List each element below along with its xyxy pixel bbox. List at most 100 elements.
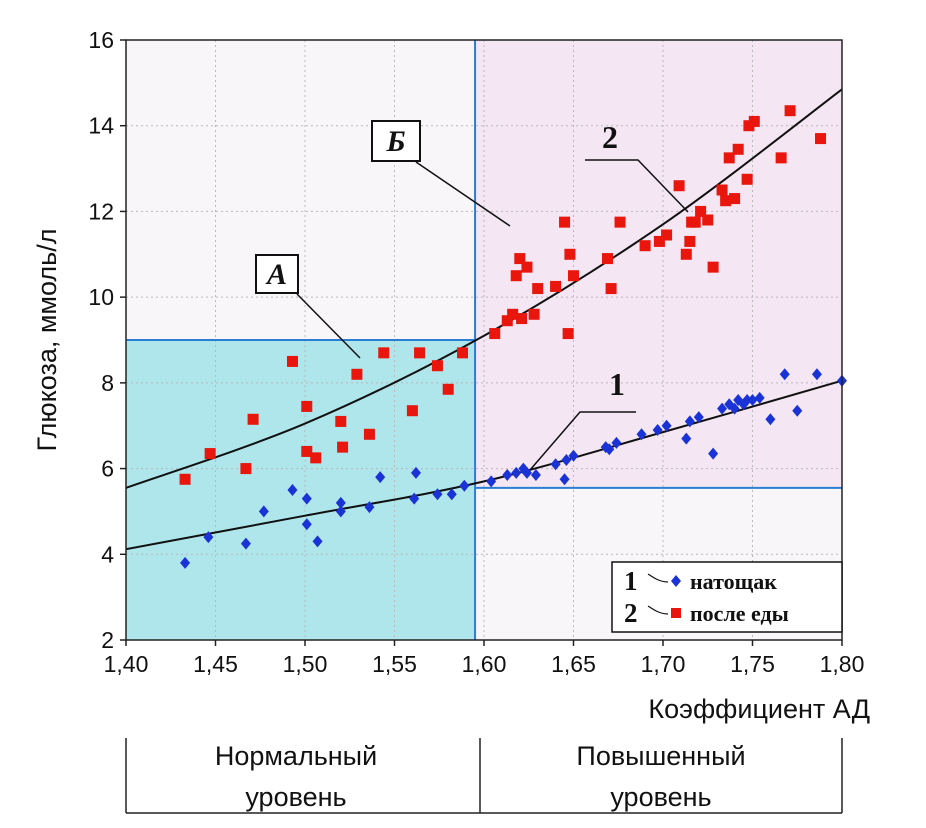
x-axis-title: Коэффициент АД — [648, 694, 870, 724]
data-point-series-2 — [286, 355, 298, 367]
data-point-series-2 — [510, 270, 522, 282]
data-point-series-2 — [532, 283, 544, 295]
data-point-series-1 — [301, 518, 312, 531]
data-point-series-1 — [779, 368, 790, 381]
legend-series-name: натощак — [690, 569, 777, 594]
data-point-series-2 — [784, 105, 796, 117]
data-point-series-2 — [605, 283, 617, 295]
data-point-series-1 — [486, 475, 497, 488]
data-point-series-1 — [747, 394, 758, 406]
data-point-series-2 — [301, 445, 313, 457]
data-point-series-1 — [335, 496, 346, 509]
data-point-series-2 — [723, 152, 735, 164]
data-point-series-2 — [247, 413, 259, 425]
level-label-line1: Повышенный — [576, 741, 745, 771]
data-point-series-1 — [258, 505, 269, 518]
legend-number: 1 — [624, 566, 638, 596]
data-point-series-1 — [729, 402, 740, 415]
x-tick-label: 1,50 — [283, 651, 328, 677]
annotation-label-1: 1 — [609, 366, 625, 402]
data-point-series-2 — [442, 383, 454, 395]
data-point-series-1 — [684, 415, 695, 428]
data-point-series-1 — [409, 492, 420, 505]
data-point-series-1 — [364, 501, 375, 514]
data-point-series-1 — [792, 404, 803, 417]
data-point-series-2 — [639, 240, 651, 252]
data-point-series-1 — [287, 484, 298, 496]
annotation-label-2: 2 — [602, 119, 618, 155]
data-point-series-1 — [811, 368, 822, 381]
data-point-series-1 — [604, 443, 615, 456]
legend-leader — [647, 605, 669, 615]
data-point-series-2 — [240, 463, 252, 475]
data-point-series-2 — [680, 248, 692, 260]
data-point-series-2 — [695, 205, 707, 217]
data-point-series-2 — [562, 328, 574, 340]
fit-curve-series-2 — [125, 88, 843, 489]
data-point-series-1 — [681, 432, 692, 445]
data-point-series-2 — [689, 216, 701, 228]
data-point-series-2 — [661, 229, 673, 241]
legend-marker-square — [671, 608, 681, 618]
level-label-line1: Нормальный — [215, 741, 377, 771]
y-tick-label: 4 — [101, 541, 114, 567]
data-point-series-2 — [431, 360, 443, 372]
data-point-series-2 — [602, 253, 614, 265]
y-tick-label: 14 — [88, 113, 114, 139]
data-point-series-2 — [521, 261, 533, 273]
data-point-series-2 — [514, 253, 526, 265]
data-point-series-1 — [742, 394, 753, 406]
elevated-level-region — [475, 40, 842, 488]
level-label-line2: уровень — [610, 782, 711, 812]
data-point-series-1 — [312, 535, 323, 548]
data-point-series-1 — [521, 466, 532, 479]
data-point-series-1 — [561, 454, 572, 466]
y-tick-label: 8 — [101, 370, 114, 396]
data-point-series-2 — [568, 270, 579, 282]
data-point-series-1 — [708, 447, 719, 460]
data-point-series-1 — [530, 469, 541, 481]
x-tick-label: 1,80 — [820, 651, 865, 677]
annotation-box-b — [371, 120, 421, 162]
y-tick-label: 2 — [101, 627, 114, 653]
y-tick-label: 16 — [88, 27, 114, 53]
data-point-series-2 — [310, 452, 322, 464]
data-point-series-1 — [410, 466, 421, 479]
y-tick-label: 12 — [88, 198, 114, 224]
data-point-series-2 — [564, 248, 576, 260]
fit-curve-series-1 — [125, 379, 843, 551]
data-point-series-2 — [337, 441, 349, 453]
data-point-series-2 — [204, 448, 216, 460]
data-point-series-1 — [661, 419, 672, 432]
data-point-series-2 — [516, 313, 528, 325]
level-label-line2: уровень — [245, 782, 346, 812]
data-point-series-2 — [815, 133, 827, 145]
data-point-series-1 — [335, 505, 346, 518]
x-tick-label: 1,45 — [193, 651, 238, 677]
data-point-series-1 — [511, 466, 522, 479]
annotation-leader-b — [415, 161, 511, 227]
legend-box — [611, 561, 843, 633]
data-point-series-2 — [748, 115, 760, 127]
data-point-series-1 — [180, 556, 191, 569]
x-tick-label: 1,75 — [730, 651, 775, 677]
legend-number: 2 — [624, 598, 638, 628]
x-tick-label: 1,70 — [641, 651, 686, 677]
data-point-series-2 — [614, 216, 626, 228]
data-point-series-1 — [203, 531, 214, 544]
data-point-series-2 — [702, 214, 714, 226]
data-point-series-1 — [652, 424, 663, 436]
data-point-series-1 — [693, 411, 704, 424]
data-point-series-2 — [720, 195, 732, 207]
data-point-series-1 — [717, 402, 728, 415]
x-tick-label: 1,60 — [462, 651, 507, 677]
data-point-series-1 — [432, 488, 443, 501]
annotation-label-b: Б — [385, 125, 405, 158]
data-point-series-2 — [741, 173, 753, 185]
normal-level-region — [126, 340, 476, 640]
data-point-series-2 — [528, 308, 540, 320]
data-point-series-2 — [684, 235, 696, 247]
data-point-series-1 — [459, 479, 470, 492]
data-point-series-2 — [406, 405, 418, 417]
